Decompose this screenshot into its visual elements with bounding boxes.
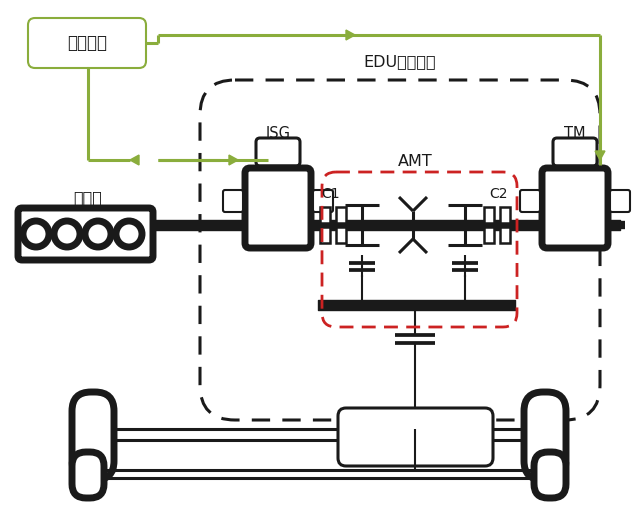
- Bar: [500, 227, 510, 243]
- Polygon shape: [595, 151, 605, 160]
- FancyBboxPatch shape: [534, 452, 566, 498]
- Text: 动力电池: 动力电池: [67, 34, 107, 52]
- FancyBboxPatch shape: [338, 408, 493, 466]
- Text: ISG: ISG: [266, 126, 291, 140]
- Polygon shape: [346, 30, 355, 40]
- FancyBboxPatch shape: [72, 452, 104, 498]
- FancyBboxPatch shape: [223, 190, 243, 212]
- Text: C1: C1: [322, 187, 340, 201]
- FancyBboxPatch shape: [553, 138, 597, 166]
- Text: AMT: AMT: [397, 155, 433, 169]
- FancyBboxPatch shape: [520, 190, 540, 212]
- FancyBboxPatch shape: [524, 392, 566, 480]
- Circle shape: [85, 221, 111, 247]
- Bar: [336, 227, 346, 243]
- FancyBboxPatch shape: [610, 190, 630, 212]
- Text: TM: TM: [564, 126, 586, 140]
- Circle shape: [116, 221, 142, 247]
- Text: 发动机: 发动机: [74, 191, 102, 205]
- Polygon shape: [130, 155, 139, 165]
- FancyBboxPatch shape: [256, 138, 300, 166]
- FancyBboxPatch shape: [18, 208, 153, 260]
- Bar: [320, 227, 330, 243]
- FancyBboxPatch shape: [245, 168, 311, 248]
- Circle shape: [54, 221, 80, 247]
- Bar: [336, 207, 346, 223]
- Bar: [320, 207, 330, 223]
- FancyBboxPatch shape: [72, 392, 114, 480]
- Polygon shape: [229, 155, 238, 165]
- FancyBboxPatch shape: [28, 18, 146, 68]
- Text: C2: C2: [490, 187, 508, 201]
- FancyBboxPatch shape: [313, 190, 333, 212]
- FancyBboxPatch shape: [542, 168, 608, 248]
- Bar: [484, 227, 494, 243]
- Circle shape: [23, 221, 49, 247]
- Bar: [500, 207, 510, 223]
- Text: EDU变速系统: EDU变速系统: [364, 54, 436, 69]
- Bar: [484, 207, 494, 223]
